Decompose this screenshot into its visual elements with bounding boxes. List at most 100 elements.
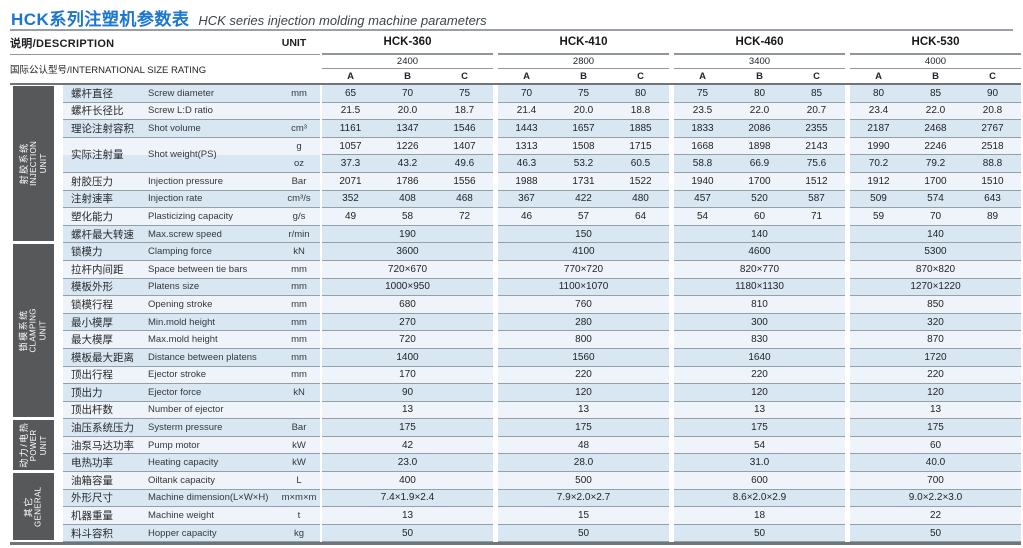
value-cell: 1226 xyxy=(396,140,419,152)
value-cell-merged: 820×770 xyxy=(739,263,780,275)
size-rating-value: 3400 xyxy=(674,55,845,69)
value-cell: 80 xyxy=(872,87,885,99)
value-cell-merged: 770×720 xyxy=(563,263,604,275)
machine-group-values: 90 xyxy=(322,384,493,402)
row-label-zh: 最大模厚 xyxy=(71,334,113,347)
row-unit: g/s xyxy=(292,210,306,222)
row-label-zh: 电热功率 xyxy=(71,457,113,470)
value-cell: 18.7 xyxy=(454,105,475,117)
row-values: 42 48 54 60 xyxy=(322,436,1021,455)
value-cell-merged: 600 xyxy=(751,474,768,486)
value-cell: 64 xyxy=(634,210,647,222)
spec-row: 螺杆直径 Screw diameter mm 65 70 75 70 75 80 75 80 85 80… xyxy=(63,85,1021,103)
value-cell-merged: 300 xyxy=(751,316,768,328)
size-rating-value: 4000 xyxy=(850,55,1021,69)
machine-group-values: 680 xyxy=(322,296,493,314)
value-cell: 22.0 xyxy=(925,105,946,117)
row-label-en: Shot weight(PS) xyxy=(148,149,217,161)
value-cell-merged: 175 xyxy=(399,422,416,434)
machine-group-values: 270 xyxy=(322,313,493,332)
value-cell-merged: 720 xyxy=(399,334,416,346)
size-rating-value: 2400 xyxy=(322,55,493,69)
machine-group-values: 760 xyxy=(498,296,669,314)
value-cell: 2767 xyxy=(981,122,1004,134)
row-labels: 油泵马达功率 Pump motor kW xyxy=(63,436,320,455)
value-cell: 22.0 xyxy=(749,105,770,117)
section-sidebar-injection: 射胶系统 INJECTION UNIT xyxy=(13,86,54,242)
machine-group-values: 48 xyxy=(498,436,669,455)
row-unit: mm xyxy=(291,351,307,363)
machine-group-values: 220 xyxy=(674,366,845,385)
machine-group-values: 1720 xyxy=(850,348,1021,367)
machine-group-values: 1833 2086 2355 xyxy=(674,120,845,138)
row-values: 23.0 28.0 31.0 40.0 xyxy=(322,454,1021,473)
header-left: 说明/DESCRIPTION UNIT xyxy=(10,31,320,55)
value-cell-merged: 140 xyxy=(751,228,768,240)
machine-group-values: 170 xyxy=(322,366,493,385)
value-cell-merged: 31.0 xyxy=(749,457,770,469)
machine-group-values: 70 75 80 xyxy=(498,85,669,103)
machine-group-values: 1270×1220 xyxy=(850,278,1021,297)
machine-group-values: 175 xyxy=(850,419,1021,437)
value-cell-merged: 720×670 xyxy=(387,263,428,275)
spec-row: 顶出行程 Ejector stroke mm 170 220 220 220 xyxy=(63,366,1021,385)
row-label-zh: 模板最大距离 xyxy=(71,351,134,364)
row-label-en: Space between tie bars xyxy=(148,263,248,275)
section-label-zh: 锁模系统 xyxy=(19,309,30,352)
value-cell: 2071 xyxy=(339,175,362,187)
row-label-en: Max.screw speed xyxy=(148,228,222,240)
row-unit: Bar xyxy=(291,175,307,187)
value-cell: 1522 xyxy=(629,175,652,187)
value-cell-merged: 175 xyxy=(575,422,592,434)
machine-group-values: 9.0×2.2×3.0 xyxy=(850,489,1021,508)
value-cell-merged: 280 xyxy=(575,316,592,328)
row-values: 2071 1786 1556 1988 1731 1522 1940 1700 1512 1912… xyxy=(322,172,1021,191)
value-cell-merged: 7.4×1.9×2.4 xyxy=(380,492,435,504)
machine-group-values: 5300 xyxy=(850,243,1021,261)
value-cell: 59 xyxy=(872,210,885,222)
row-label-en: Plasticizing capacity xyxy=(148,210,234,222)
row-label-zh: 油箱容量 xyxy=(71,474,113,487)
value-cell: 1512 xyxy=(805,175,828,187)
machine-group-values: 4100 xyxy=(498,243,669,261)
subcolumn-header: A xyxy=(875,70,882,82)
row-label-zh: 料斗容积 xyxy=(71,527,113,540)
machine-group-values: 7.9×2.0×2.7 xyxy=(498,489,669,508)
row-unit: mm xyxy=(291,298,307,310)
value-cell: 587 xyxy=(808,193,825,205)
value-cell: 85 xyxy=(929,87,942,99)
machine-group-values: 23.5 22.0 20.7 xyxy=(674,102,845,121)
machine-group-values: 120 xyxy=(850,384,1021,402)
row-label-zh: 螺杆长径比 xyxy=(71,105,124,118)
machine-group-values: 140 xyxy=(674,225,845,244)
machine-group-values: 820×770 xyxy=(674,260,845,279)
value-cell: 2187 xyxy=(867,122,890,134)
row-values: 1057 1226 1407 37.3 43.2 49.6 1313 1508 1715 46.3… xyxy=(322,137,1021,173)
value-cell-merged: 1000×950 xyxy=(385,281,430,293)
machine-group-values: 31.0 xyxy=(674,454,845,473)
machine-column-header: HCK-410 xyxy=(498,31,669,55)
value-cell-merged: 18 xyxy=(753,510,766,522)
value-cell: 20.0 xyxy=(397,105,418,117)
machine-group-values: 509 574 643 xyxy=(850,190,1021,209)
section-label-en: CLAMPING UNIT xyxy=(29,308,48,353)
value-cell: 80 xyxy=(634,87,647,99)
row-label-zh: 机器重量 xyxy=(71,510,113,523)
machine-column-header: HCK-360 xyxy=(322,31,493,55)
spec-row: g oz 实际注射量 Shot weight(PS) 1057 1226 1407 37.3 4… xyxy=(63,137,1021,173)
row-label-zh: 塑化能力 xyxy=(71,210,113,223)
machine-group-values: 13 xyxy=(322,401,493,420)
row-label-zh: 油泵马达功率 xyxy=(71,439,134,452)
value-cell-merged: 830 xyxy=(751,334,768,346)
row-unit: kN xyxy=(293,246,305,258)
table-header: 说明/DESCRIPTION UNIT HCK-360 HCK-410 HCK-46… xyxy=(10,31,1021,83)
row-label-zh: 射胶压力 xyxy=(71,175,113,188)
value-cell-merged: 500 xyxy=(575,474,592,486)
value-cell: 1988 xyxy=(515,175,538,187)
section-label-en: POWER UNIT xyxy=(29,429,48,462)
machine-group-values: 700 xyxy=(850,472,1021,490)
subcolumn-headers: A B C xyxy=(850,69,1021,83)
spec-row: 模板最大距离 Distance between platens mm 1400 1560… xyxy=(63,348,1021,367)
value-cell: 60.5 xyxy=(630,158,651,170)
